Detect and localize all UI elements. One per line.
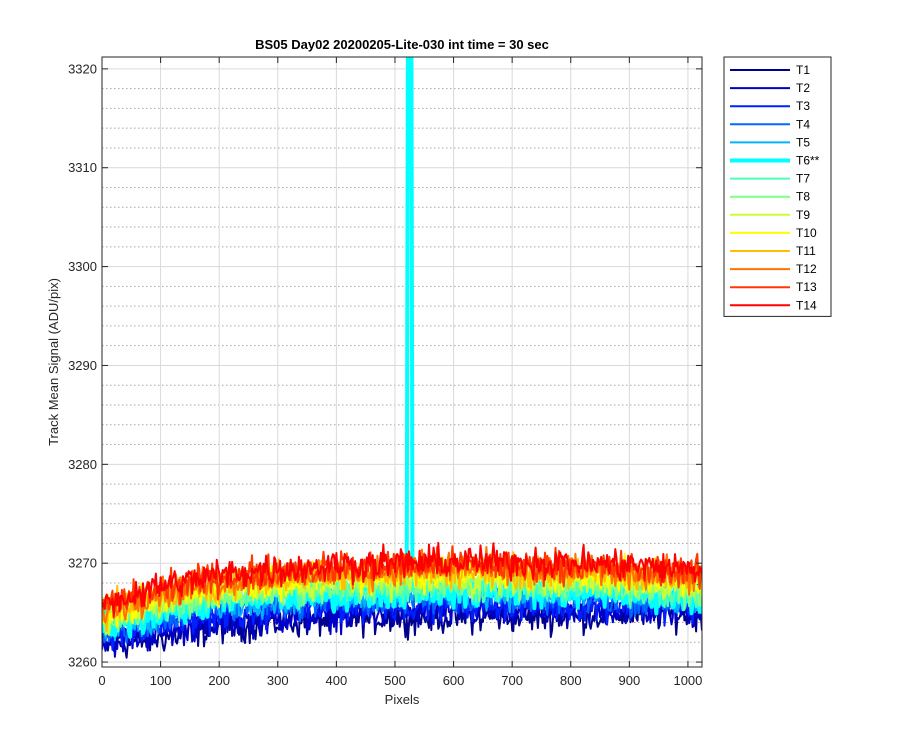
legend-label: T3 [796,99,810,113]
legend-label: T13 [796,280,817,294]
y-tick-labels: 3260 3270 3280 3290 3300 3310 3320 [68,61,97,669]
legend-label: T11 [796,244,816,258]
legend-label: T4 [796,117,810,131]
legend-label: T12 [796,262,817,276]
legend-label: T9 [796,208,810,222]
x-tick-label: 400 [326,673,348,688]
x-tick-label: 800 [560,673,582,688]
x-tick-label: 500 [384,673,406,688]
plot-frame [101,56,703,668]
legend-label: T5 [796,135,810,149]
x-tick-label: 200 [208,673,230,688]
series-line-t14 [102,541,702,617]
y-tick-label: 3270 [68,556,97,571]
x-tick-label: 600 [443,673,465,688]
legend-label: T7 [796,172,810,186]
legend-box [723,56,832,317]
legend-label: T14 [796,298,817,312]
minor-grid [102,88,702,643]
legend: T1 T2 T3 T4 T5 T6** T7 T8 T9 T10 T11 T12 T13 T14 [723,56,832,317]
x-tick-label: 100 [150,673,172,688]
legend-label: T8 [796,190,810,204]
series-layer [102,57,702,659]
legend-label: T6** [796,154,820,168]
x-tick-label: 700 [501,673,523,688]
y-tick-label: 3310 [68,160,97,175]
y-tick-label: 3290 [68,358,97,373]
legend-label: T2 [796,81,810,95]
chart-title: BS05 Day02 20200205-Lite-030 int time = … [255,37,549,52]
x-tick-label: 900 [618,673,640,688]
x-axis-label: Pixels [385,692,420,707]
x-tick-label: 0 [98,673,105,688]
y-axis-label: Track Mean Signal (ADU/pix) [46,278,61,446]
x-tick-label: 1000 [673,673,702,688]
y-tick-label: 3280 [68,457,97,472]
y-tick-label: 3260 [68,655,97,670]
axis-ticks [101,57,702,667]
legend-label: T1 [796,63,810,77]
x-tick-label: 300 [267,673,289,688]
y-tick-label: 3300 [68,259,97,274]
legend-entries: T1 T2 T3 T4 T5 T6** T7 T8 T9 T10 T11 T12 T13 T14 [730,63,820,312]
y-tick-label: 3320 [68,61,97,76]
legend-label: T10 [796,226,817,240]
x-tick-labels: 0 100 200 300 400 500 600 700 800 900 1000 [98,673,702,688]
